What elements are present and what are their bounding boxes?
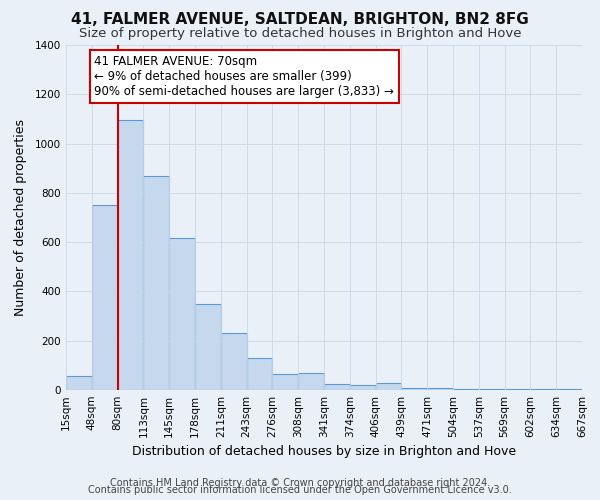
Text: 41, FALMER AVENUE, SALTDEAN, BRIGHTON, BN2 8FG: 41, FALMER AVENUE, SALTDEAN, BRIGHTON, B… — [71, 12, 529, 28]
Text: Size of property relative to detached houses in Brighton and Hove: Size of property relative to detached ho… — [79, 28, 521, 40]
Text: 41 FALMER AVENUE: 70sqm
← 9% of detached houses are smaller (399)
90% of semi-de: 41 FALMER AVENUE: 70sqm ← 9% of detached… — [94, 55, 394, 98]
Bar — [247, 358, 272, 390]
Bar — [530, 389, 556, 390]
Bar — [195, 304, 221, 390]
Bar — [66, 376, 92, 390]
Bar — [401, 388, 427, 390]
Bar — [505, 389, 530, 390]
Bar — [427, 388, 453, 390]
Bar — [272, 374, 298, 390]
Bar — [556, 389, 582, 390]
Bar — [376, 382, 401, 390]
Bar — [324, 384, 350, 390]
Text: Contains HM Land Registry data © Crown copyright and database right 2024.: Contains HM Land Registry data © Crown c… — [110, 478, 490, 488]
Bar — [453, 389, 479, 390]
Bar — [169, 238, 195, 390]
Bar — [479, 389, 505, 390]
Bar — [298, 373, 324, 390]
X-axis label: Distribution of detached houses by size in Brighton and Hove: Distribution of detached houses by size … — [132, 446, 516, 458]
Bar — [350, 385, 376, 390]
Bar — [143, 176, 169, 390]
Y-axis label: Number of detached properties: Number of detached properties — [14, 119, 26, 316]
Bar — [118, 120, 143, 390]
Bar — [221, 334, 247, 390]
Bar — [92, 205, 118, 390]
Text: Contains public sector information licensed under the Open Government Licence v3: Contains public sector information licen… — [88, 485, 512, 495]
